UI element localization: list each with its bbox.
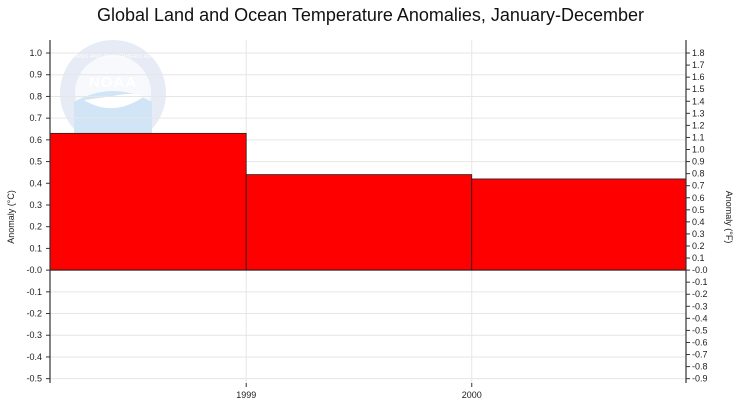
right-tick-label: -0.8 [692, 362, 708, 372]
right-tick-label: 1.3 [692, 108, 705, 118]
right-tick-label: -0.7 [692, 350, 708, 360]
right-tick-label: -0.0 [692, 265, 708, 275]
left-tick-label: 0.3 [29, 200, 42, 210]
noaa-logo-text: NOAA [89, 74, 137, 91]
right-tick-label: 1.2 [692, 120, 705, 130]
left-tick-label: 0.4 [29, 178, 42, 188]
right-tick-label: -0.2 [692, 289, 708, 299]
left-tick-label: -0.3 [26, 330, 42, 340]
right-tick-label: 1.6 [692, 72, 705, 82]
axes [49, 40, 687, 383]
left-axis-ticks: 1.0 0.9 0.8 0.7 0.6 0.5 0.4 0.3 0.2 0.1 -0.0 -0.1 -0… [26, 48, 50, 384]
right-tick-label: -0.4 [692, 313, 708, 323]
right-tick-label: 0.9 [692, 157, 705, 167]
right-tick-label: 0.1 [692, 253, 705, 263]
right-tick-label: -0.5 [692, 325, 708, 335]
left-tick-label: -0.0 [26, 265, 42, 275]
left-tick-label: 0.7 [29, 113, 42, 123]
left-tick-label: 0.2 [29, 222, 42, 232]
right-tick-label: 0.7 [692, 181, 705, 191]
right-tick-label: 1.1 [692, 132, 705, 142]
right-axis-ticks: 1.8 1.7 1.6 1.5 1.4 1.3 1.2 1.1 1.0 0.9 0.8 0.7 0.6 0… [686, 48, 708, 384]
bars [49, 132, 687, 271]
right-tick-label: 0.3 [692, 229, 705, 239]
y-axis-title-left: Anomaly (°C) [6, 190, 16, 244]
left-tick-label: -0.2 [26, 309, 42, 319]
y-axis-title-right: Anomaly (°F) [724, 191, 734, 244]
noaa-watermark-icon: NOAA NATIONAL OCEANIC AND ATMOSPHERIC AD… [35, 40, 190, 146]
right-tick-label: 0.2 [692, 241, 705, 251]
left-tick-label: 1.0 [29, 48, 42, 58]
right-tick-label: 1.4 [692, 96, 705, 106]
x-tick-label: 2000 [462, 390, 482, 400]
noaa-ring-text: NATIONAL OCEANIC AND ATMOSPHERIC ADMINIS… [35, 54, 190, 60]
right-tick-label: -0.1 [692, 277, 708, 287]
left-tick-label: 0.9 [29, 70, 42, 80]
x-tick-label: 1999 [236, 390, 256, 400]
bar-2[interactable] [471, 178, 687, 271]
right-tick-label: 1.5 [692, 84, 705, 94]
right-tick-label: -0.6 [692, 337, 708, 347]
right-tick-label: 1.7 [692, 60, 705, 70]
left-tick-label: 0.5 [29, 157, 42, 167]
bar-0[interactable] [49, 132, 247, 271]
right-tick-label: 0.8 [692, 169, 705, 179]
right-tick-label: 1.0 [692, 145, 705, 155]
right-tick-label: 1.8 [692, 48, 705, 58]
left-tick-label: -0.5 [26, 374, 42, 384]
left-tick-label: -0.4 [26, 352, 42, 362]
bar-1[interactable] [245, 174, 473, 271]
right-tick-label: 0.6 [692, 193, 705, 203]
left-tick-label: 0.1 [29, 243, 42, 253]
x-axis-ticks: 1999 2000 [236, 383, 482, 400]
right-tick-label: 0.4 [692, 217, 705, 227]
right-tick-label: -0.9 [692, 374, 708, 384]
left-tick-label: 0.8 [29, 91, 42, 101]
right-tick-label: 0.5 [692, 205, 705, 215]
left-tick-label: 0.6 [29, 135, 42, 145]
chart-title: Global Land and Ocean Temperature Anomal… [97, 5, 644, 25]
right-tick-label: -0.3 [692, 301, 708, 311]
left-tick-label: -0.1 [26, 287, 42, 297]
